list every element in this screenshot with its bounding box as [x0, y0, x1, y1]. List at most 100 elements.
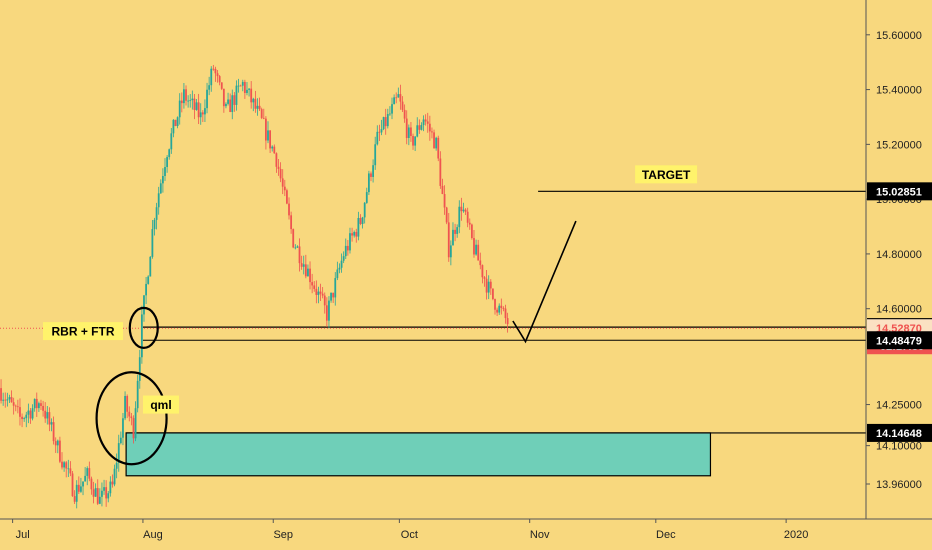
candle-body	[397, 94, 400, 98]
candle-body	[401, 101, 404, 110]
candle-body	[319, 291, 322, 294]
candle-body	[449, 245, 452, 258]
candle-body	[229, 99, 232, 112]
candle-body	[88, 468, 91, 479]
candle-body	[403, 109, 406, 119]
candle-body	[378, 131, 381, 133]
candle-body	[153, 219, 156, 230]
time-tick-label: Jul	[16, 529, 30, 541]
candle-body	[239, 85, 242, 87]
candle-body	[460, 206, 463, 212]
candle-body	[183, 89, 185, 104]
candle-body	[441, 185, 444, 195]
candle-body	[254, 98, 257, 109]
candle-body	[109, 481, 112, 494]
candle-body	[63, 462, 66, 468]
candle-body	[485, 278, 488, 293]
candle-body	[283, 186, 286, 191]
candle-body	[189, 100, 192, 101]
candle-body	[195, 102, 198, 110]
candle-body	[77, 484, 80, 492]
price-badge-bg	[867, 331, 932, 350]
candle-body	[470, 224, 473, 239]
candle-body	[504, 308, 507, 319]
candle-body	[349, 233, 351, 251]
candle-body	[241, 81, 244, 86]
candle-body	[44, 410, 47, 419]
candle-body	[157, 193, 160, 208]
candle-body	[405, 118, 408, 138]
time-tick-label: Sep	[273, 529, 293, 541]
candle-body	[302, 264, 305, 267]
candle-body	[140, 314, 143, 358]
candle-body	[126, 396, 129, 412]
candle-body	[122, 418, 124, 438]
candle-body	[33, 398, 36, 409]
candle-body	[252, 98, 255, 103]
candle-body	[313, 285, 316, 289]
candle-body	[410, 127, 412, 136]
target-label-text: TARGET	[642, 168, 691, 182]
candle-body	[338, 267, 341, 270]
candle-body	[431, 131, 433, 133]
candle-body	[281, 178, 284, 187]
candle-body	[136, 380, 139, 409]
candle-body	[458, 206, 461, 228]
qml-label-bg	[143, 395, 179, 414]
candle-body	[292, 229, 295, 248]
candle-body	[300, 263, 303, 267]
candle-body	[119, 437, 122, 444]
target-label-bg	[635, 165, 698, 184]
candle-body	[130, 416, 133, 419]
candle-body	[433, 132, 435, 149]
candle-body	[191, 98, 194, 101]
candle-body	[275, 153, 278, 167]
candle-body	[4, 399, 7, 401]
candle-body	[393, 97, 396, 105]
candle-body	[155, 207, 158, 220]
candles-layer	[0, 64, 509, 509]
candle-body	[54, 441, 57, 446]
price-badge: 15.02851	[876, 186, 922, 198]
candle-body	[311, 282, 314, 286]
candle-body	[273, 146, 276, 154]
candle-body	[12, 402, 15, 406]
candle-body	[365, 192, 368, 203]
candle-body	[67, 468, 70, 470]
candle-body	[477, 244, 480, 261]
level-lines-layer	[0, 190, 866, 434]
candle-body	[296, 246, 299, 248]
candle-body	[374, 144, 377, 166]
candle-body	[19, 407, 21, 417]
candle-body	[170, 133, 173, 150]
candle-body	[414, 136, 417, 146]
candle-body	[56, 440, 59, 446]
candle-body	[355, 232, 358, 237]
candle-body	[288, 203, 290, 216]
candle-body	[172, 119, 175, 134]
candle-body	[113, 468, 116, 485]
price-axis-bg	[866, 0, 932, 550]
candle-body	[475, 244, 477, 255]
candle-body	[246, 89, 248, 93]
candle-body	[92, 489, 95, 497]
price-tick-label: 15.40000	[876, 85, 922, 97]
candle-body	[231, 95, 234, 112]
candle-body	[227, 99, 229, 104]
candle-body	[479, 260, 482, 266]
candle-body	[399, 94, 402, 102]
candle-body	[90, 478, 93, 490]
candle-body	[117, 443, 120, 463]
candle-body	[145, 283, 147, 296]
candle-body	[361, 217, 364, 224]
candle-body	[206, 89, 208, 109]
candle-body	[8, 397, 11, 400]
candle-body	[279, 168, 282, 179]
candle-body	[235, 85, 238, 105]
candle-body	[336, 269, 339, 279]
price-tick-label: 14.25000	[876, 400, 922, 412]
candle-body	[25, 414, 28, 419]
candle-body	[107, 493, 110, 499]
candle-body	[138, 357, 141, 381]
